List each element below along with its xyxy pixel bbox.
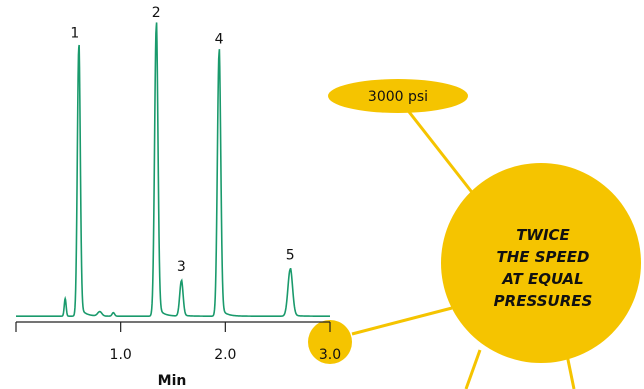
connector-line-bottom-left [464,349,482,389]
x-axis-title: Min [158,373,187,389]
peak-label-2: 2 [152,5,161,21]
x-tick-label: 2.0 [214,347,236,363]
pressure-bubble-label: 3000 psi [368,89,428,105]
callout-line-3: AT EQUAL [501,270,583,288]
callout-line-1: TWICE [516,226,570,244]
peak-labels: 1 2 3 4 5 [70,5,294,275]
x-tick-label: 3.0 [319,347,341,363]
pressure-bubble [328,79,468,113]
peak-label-4: 4 [215,31,224,47]
connector-line-bubble [404,107,480,201]
peak-label-1: 1 [70,26,79,42]
peak-label-5: 5 [286,247,295,263]
speed-callout-circle [441,163,641,363]
connector-line-tick [351,306,453,336]
callout-line-4: PRESSURES [494,292,593,310]
callout-line-2: THE SPEED [497,248,590,266]
tick-highlight-circle [308,320,352,364]
peak-label-3: 3 [177,259,186,275]
chromatogram-trace [16,22,330,317]
x-tick-label: 1.0 [110,347,132,363]
speed-callout-text: TWICE THE SPEED AT EQUAL PRESSURES [494,226,593,310]
x-axis-ticks: 1.0 2.0 3.0 [15,322,341,363]
